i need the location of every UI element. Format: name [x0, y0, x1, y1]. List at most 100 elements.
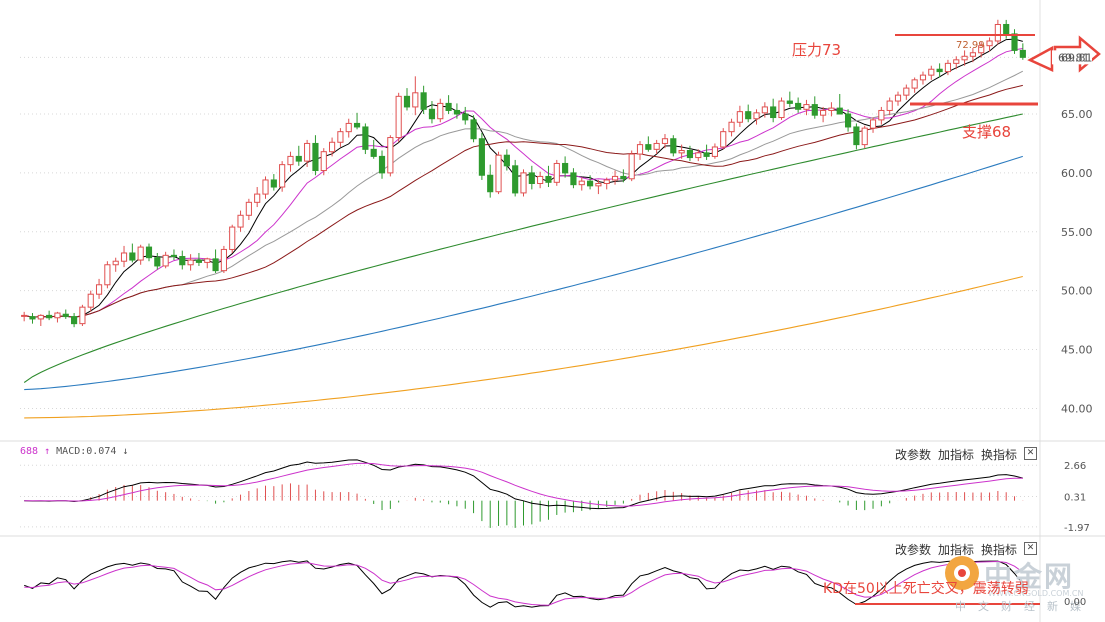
candle [270, 174, 277, 191]
candle [903, 84, 910, 100]
candle [928, 65, 935, 80]
candle [362, 123, 369, 155]
candle-up-body [95, 284, 103, 295]
candle [71, 313, 78, 328]
candle-down-body [71, 316, 78, 325]
candle [994, 19, 1001, 45]
watermark-url: WWW.CNGOLD.COM.CN [988, 589, 1084, 598]
macd-code: 688 [20, 446, 39, 457]
candle-down-body [570, 172, 577, 186]
candle-down-body [420, 92, 427, 110]
candle-down-body [295, 155, 302, 162]
candle-down-body [478, 138, 485, 176]
candle-up-body [87, 293, 94, 308]
candle [978, 42, 985, 58]
candle [420, 85, 427, 114]
candle-up-body [204, 258, 211, 263]
candle [262, 176, 269, 199]
candle-up-body [603, 179, 610, 184]
candle [728, 118, 735, 137]
candle [786, 91, 793, 107]
candle-down-body [545, 175, 552, 183]
candle [21, 311, 28, 322]
candle-up-body [720, 131, 727, 148]
candle [403, 88, 411, 111]
candle-up-body [37, 314, 44, 320]
candle-up-body [728, 121, 735, 133]
candle-down-body [462, 113, 469, 121]
candle [304, 139, 311, 167]
macd-close-icon[interactable]: ✕ [1024, 447, 1037, 460]
candle [661, 134, 669, 149]
candle [703, 144, 710, 160]
price-tick-label: 45.00 [1061, 344, 1093, 357]
candle [969, 48, 976, 63]
kd-d-line [24, 560, 1024, 606]
ma20-line [24, 70, 1024, 318]
candle-up-body [994, 23, 1001, 42]
annotation-overlay: 69.81 [855, 34, 1101, 605]
candle [761, 102, 768, 118]
candle-down-body [212, 258, 219, 272]
candle [578, 177, 585, 191]
macd-change-params-button[interactable]: 改参数 [895, 448, 932, 462]
candle-up-body [869, 119, 877, 129]
candle-up-body [986, 40, 993, 47]
candle-down-body [1019, 49, 1026, 58]
candle [844, 109, 852, 132]
candle-up-body [928, 68, 935, 76]
candle-up-body [345, 122, 352, 133]
candle-down-body [503, 154, 510, 167]
macd-add-indicator-button[interactable]: 加指标 [938, 448, 975, 462]
kd-change-params-button[interactable]: 改参数 [895, 543, 932, 557]
candle [595, 179, 602, 195]
candle [245, 198, 252, 220]
candle-up-body [229, 226, 236, 250]
candle-up-body [711, 146, 718, 157]
candle [353, 112, 361, 130]
candle-down-body [844, 113, 852, 128]
candle [986, 37, 993, 52]
candle [428, 101, 436, 124]
kd-add-indicator-button[interactable]: 加指标 [938, 543, 975, 557]
candle-down-body [403, 95, 411, 108]
candle [1019, 43, 1026, 60]
ma60-line [23, 113, 1023, 383]
kd-close-icon[interactable]: ✕ [1024, 542, 1037, 555]
candle-down-body [1003, 23, 1010, 35]
candle [795, 97, 802, 113]
candle-up-body [187, 259, 194, 266]
candle-up-body [337, 131, 344, 143]
candle-up-body [761, 106, 768, 114]
arrow-left-icon [1027, 45, 1054, 72]
candle-down-body [179, 256, 186, 266]
candle-up-body [54, 312, 61, 319]
candle [387, 135, 394, 177]
kd-switch-indicator-button[interactable]: 换指标 [981, 543, 1018, 557]
watermark-sub: 中文财经新媒 [955, 600, 1093, 613]
candle [820, 106, 827, 123]
candle-up-body [320, 151, 327, 172]
candle [803, 99, 810, 116]
candle-up-body [911, 79, 918, 89]
candle [562, 156, 569, 178]
candle-up-body [495, 154, 502, 193]
candle [412, 76, 419, 116]
candle [720, 128, 727, 150]
candle-up-body [254, 193, 261, 203]
candle [345, 118, 352, 138]
candle-up-body [437, 102, 444, 120]
candle [295, 145, 302, 166]
candle-up-body [903, 87, 910, 96]
candle [329, 137, 336, 157]
macd-switch-indicator-button[interactable]: 换指标 [981, 448, 1018, 462]
candle-up-body [778, 100, 785, 119]
candle-up-body [162, 254, 169, 267]
candle [670, 135, 677, 157]
candle [894, 91, 902, 106]
candle [944, 59, 952, 76]
candle-up-body [329, 141, 336, 153]
candle-down-body [853, 126, 860, 146]
kd-annotation: KD在50以上死亡交叉，震荡转弱 [823, 581, 1029, 597]
candle [470, 115, 477, 143]
